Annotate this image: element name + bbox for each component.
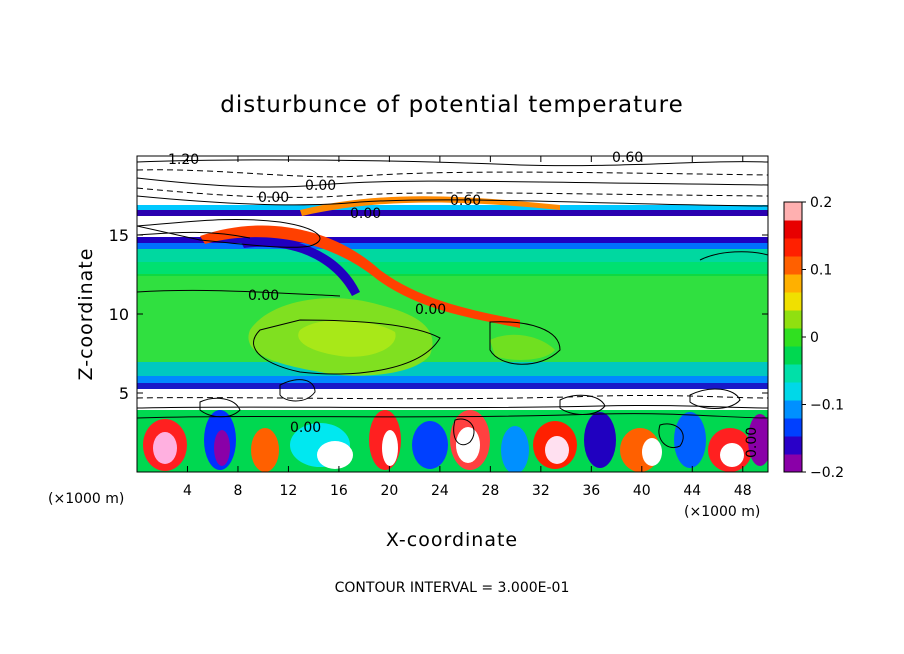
y-axis: 5 10 15 xyxy=(109,226,768,403)
colorbar-swatch xyxy=(784,202,802,221)
x-tick-label: 48 xyxy=(734,483,752,499)
x-axis-unit-right: (×1000 m) xyxy=(684,504,760,520)
contour-labels: 1.20 0.60 0.00 0.60 0.00 0.00 0.00 0.00 … xyxy=(168,150,760,458)
x-tick-label: 16 xyxy=(330,483,348,499)
field-warm-east xyxy=(490,334,555,360)
colorbar-swatch xyxy=(784,418,802,437)
field-band-cyan-top xyxy=(137,248,768,262)
colorbar-swatch xyxy=(784,274,802,293)
y-tick-label: 10 xyxy=(109,305,129,324)
x-tick-label: 36 xyxy=(582,483,600,499)
y-tick-label: 15 xyxy=(109,226,129,245)
colorbar-swatch xyxy=(784,454,802,473)
field-band-navy-low xyxy=(137,383,768,389)
x-tick-label: 8 xyxy=(233,483,242,499)
colorbar-swatch xyxy=(784,310,802,329)
colorbar-swatch xyxy=(784,346,802,365)
contour-label: 0.00 xyxy=(350,206,381,222)
colorbar-tick-label: 0 xyxy=(810,330,819,346)
field-band-navy-top xyxy=(137,237,768,243)
colorbar-tick-label: −0.2 xyxy=(810,465,844,481)
contour-label: 1.20 xyxy=(168,152,199,168)
field-band-blue-low xyxy=(137,376,768,384)
x-tick-label: 4 xyxy=(183,483,192,499)
field-band-blue-top xyxy=(137,242,768,249)
contour-label: 0.00 xyxy=(305,178,336,194)
colorbar-tick-label: 0.2 xyxy=(810,195,832,211)
colorbar-swatch xyxy=(784,220,802,239)
contour-label: 0.00 xyxy=(415,302,446,318)
y-axis-label: Z-coordinate xyxy=(75,248,97,381)
field-warm-core xyxy=(298,320,396,357)
x-tick-label: 12 xyxy=(280,483,298,499)
chart-title: disturbunce of potential temperature xyxy=(220,92,684,118)
field-band-cyan-low xyxy=(137,362,768,376)
colorbar-tick-label: −0.1 xyxy=(810,398,844,414)
colorbar-swatch xyxy=(784,400,802,419)
colorbar-swatch xyxy=(784,382,802,401)
colorbar-swatch xyxy=(784,328,802,347)
contour-label: 0.00 xyxy=(258,190,289,206)
colorbar-ticks: 0.2 0.1 0 −0.1 −0.2 xyxy=(802,195,844,481)
x-tick-label: 20 xyxy=(380,483,398,499)
contour-label: 0.60 xyxy=(450,193,481,209)
field-band-mid-light xyxy=(137,276,768,362)
contour-label: 0.00 xyxy=(290,420,321,436)
colorbar-tick-label: 0.1 xyxy=(810,263,832,279)
contour-interval-note: CONTOUR INTERVAL = 3.000E-01 xyxy=(335,580,570,596)
x-tick-label: 44 xyxy=(683,483,701,499)
field-band-cyan-upper xyxy=(137,262,768,274)
field-tropopause-streak-2 xyxy=(240,238,360,296)
colorbar-swatch xyxy=(784,256,802,275)
field-tropopause-streak xyxy=(200,225,520,328)
x-tick-label: 28 xyxy=(481,483,499,499)
x-tick-label: 24 xyxy=(431,483,449,499)
x-tick-label: 32 xyxy=(532,483,550,499)
x-axis: 4 8 12 16 20 24 28 32 36 40 44 48 xyxy=(183,156,752,499)
field-boundary-layer xyxy=(137,410,768,472)
colorbar-swatch xyxy=(784,292,802,311)
contour-label: 0.00 xyxy=(744,427,760,458)
colorbar xyxy=(783,201,803,473)
x-axis-label: X-coordinate xyxy=(386,529,518,551)
colorbar-swatch xyxy=(784,364,802,383)
x-axis-unit-left: (×1000 m) xyxy=(48,491,124,507)
plot-area xyxy=(137,156,768,472)
field-tropopause-streak-3 xyxy=(300,196,560,216)
field-band-upper-cyan xyxy=(137,205,768,210)
contour-label: 0.00 xyxy=(248,288,279,304)
y-tick-label: 5 xyxy=(119,384,129,403)
x-tick-label: 40 xyxy=(633,483,651,499)
contour-lines xyxy=(137,159,768,448)
colorbar-swatch xyxy=(784,436,802,455)
contour-label: 0.60 xyxy=(612,150,643,166)
colorbar-swatch xyxy=(784,238,802,257)
field-band-upper-navy xyxy=(137,210,768,216)
